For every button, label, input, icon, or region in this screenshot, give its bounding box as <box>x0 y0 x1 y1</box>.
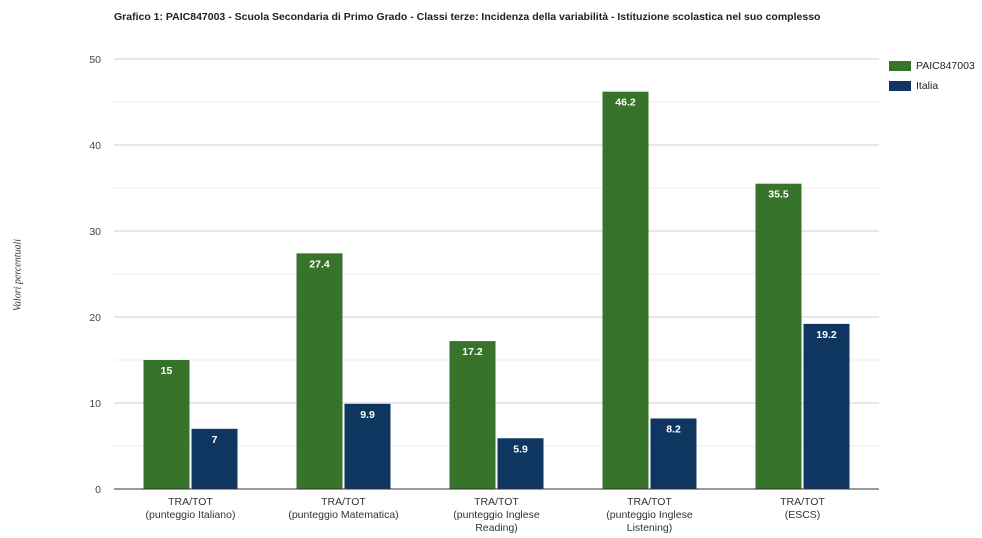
bar-italia <box>803 323 850 489</box>
legend-swatch-italia <box>889 81 911 91</box>
y-tick-label: 50 <box>89 54 101 66</box>
data-label: 7 <box>212 434 218 446</box>
legend-label-italia: Italia <box>916 80 939 92</box>
legend: PAIC847003 Italia <box>889 56 975 96</box>
data-label: 46.2 <box>615 97 636 109</box>
data-label: 8.2 <box>666 423 681 435</box>
legend-swatch-paic <box>889 61 911 71</box>
bar-paic <box>449 341 496 489</box>
bar-italia <box>344 403 391 489</box>
legend-label-paic: PAIC847003 <box>916 60 975 72</box>
legend-item-italia[interactable]: Italia <box>889 76 975 96</box>
bar-italia <box>497 438 544 489</box>
legend-item-paic[interactable]: PAIC847003 <box>889 56 975 76</box>
data-label: 15 <box>161 365 173 377</box>
data-label: 19.2 <box>816 329 837 341</box>
chart-title: Grafico 1: PAIC847003 - Scuola Secondari… <box>114 11 821 23</box>
data-label: 5.9 <box>513 443 528 455</box>
data-label: 27.4 <box>309 258 330 270</box>
x-tick-label: TRA/TOT (punteggio Matematica) <box>288 496 398 521</box>
y-tick-label: 0 <box>95 484 101 496</box>
bar-paic <box>755 183 802 489</box>
y-tick-label: 40 <box>89 140 101 152</box>
x-tick-label: TRA/TOT (punteggio Italiano) <box>146 496 236 521</box>
x-tick-label: TRA/TOT (punteggio Inglese Listening) <box>606 496 693 534</box>
bar-paic <box>143 360 190 489</box>
bar-italia <box>650 418 697 489</box>
data-label: 17.2 <box>462 346 483 358</box>
x-tick-label: TRA/TOT (punteggio Inglese Reading) <box>453 496 540 534</box>
bar-paic <box>602 91 649 490</box>
data-label: 35.5 <box>768 189 789 201</box>
x-tick-label: TRA/TOT (ESCS) <box>780 496 825 521</box>
bar-paic <box>296 253 343 489</box>
y-tick-label: 30 <box>89 226 101 238</box>
data-label: 9.9 <box>360 409 375 421</box>
y-tick-label: 10 <box>89 398 101 410</box>
bar-italia <box>191 428 238 489</box>
y-tick-label: 20 <box>89 312 101 324</box>
